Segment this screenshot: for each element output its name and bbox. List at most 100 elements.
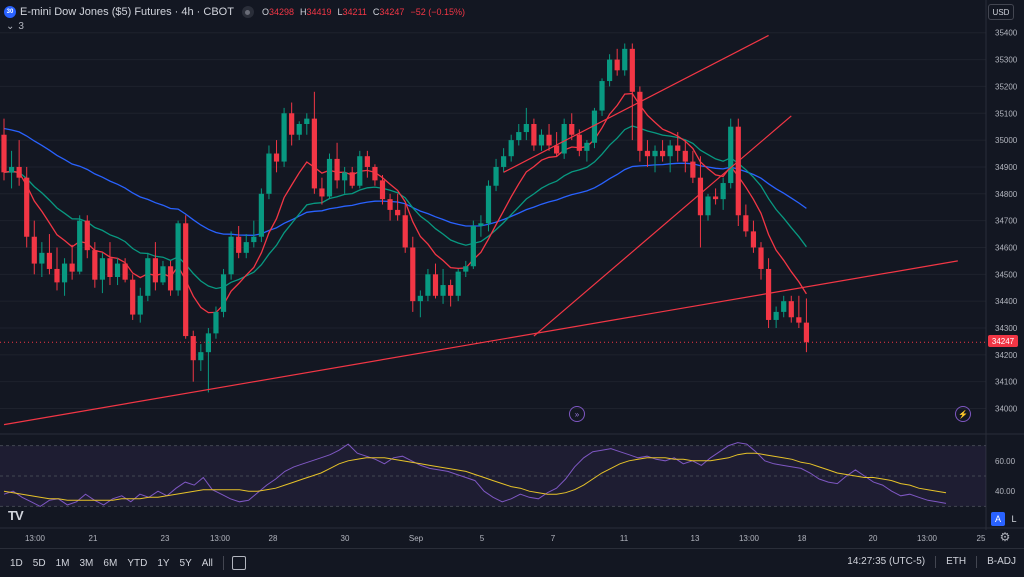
candle (46, 234, 53, 275)
price-tick-label: 34900 (995, 163, 1018, 172)
candle (281, 107, 287, 167)
price-tick-label: 34600 (995, 243, 1018, 252)
adjustment-toggle[interactable]: B-ADJ (987, 556, 1016, 567)
candle (455, 268, 461, 302)
toolbar-divider (935, 556, 937, 568)
time-tick-label: 13:00 (25, 534, 46, 543)
candle-body (425, 274, 431, 296)
candle (523, 107, 529, 141)
range-1d[interactable]: 1D (10, 557, 23, 569)
price-tick-label: 35000 (995, 136, 1018, 145)
candle-body (54, 268, 60, 283)
candle (289, 102, 295, 146)
candle-body (478, 223, 484, 226)
candle-body (281, 113, 287, 162)
auto-scale-button[interactable]: A (991, 512, 1005, 526)
rsi-line (3, 442, 947, 507)
candle (773, 306, 779, 328)
range-3m[interactable]: 3M (79, 557, 94, 569)
candle (743, 204, 749, 237)
candle (432, 263, 439, 299)
candle (690, 150, 696, 184)
jump-to-bar-icon[interactable]: » (569, 406, 585, 422)
candle-body (743, 215, 749, 232)
candle-body (1, 134, 7, 173)
candle (788, 295, 794, 323)
candle-body (228, 236, 234, 275)
range-ytd[interactable]: YTD (127, 557, 148, 569)
candle-body (334, 158, 340, 181)
candle-body (205, 333, 211, 353)
range-6m[interactable]: 6M (103, 557, 118, 569)
candle-body (145, 258, 151, 296)
candle (607, 54, 613, 87)
candle (213, 306, 219, 339)
candle (705, 193, 711, 221)
lightning-icon[interactable]: ⚡ (955, 406, 971, 422)
calendar-icon[interactable] (231, 556, 246, 570)
candle-body (622, 48, 628, 71)
time-tick-label: 5 (480, 534, 485, 543)
currency-button[interactable]: USD (988, 4, 1014, 20)
candle-body (607, 59, 613, 82)
candle-body (599, 81, 605, 111)
time-tick-label: 13:00 (739, 534, 760, 543)
candle-body (675, 145, 681, 151)
time-tick-label: 18 (798, 534, 807, 543)
tradingview-logo[interactable]: TV (8, 508, 24, 523)
time-tick-label: 20 (869, 534, 878, 543)
candle (735, 118, 741, 226)
candle (584, 140, 590, 162)
range-1y[interactable]: 1Y (157, 557, 170, 569)
close-value: 34247 (379, 7, 405, 17)
candle (16, 140, 22, 186)
candle (531, 118, 537, 151)
ohlc-close: C34247 (373, 7, 405, 17)
chart-canvas[interactable]: 35400 35300 35200 35100 35000 34900 34800 34700… (0, 0, 1024, 548)
candle-body (697, 177, 704, 216)
candle (122, 258, 128, 283)
candle (8, 150, 15, 189)
candle (697, 156, 704, 248)
indicators-toggle[interactable]: ⌄ 3 (6, 21, 24, 32)
candle-body (803, 322, 810, 343)
range-1m[interactable]: 1M (55, 557, 70, 569)
candle-body (402, 215, 408, 248)
candle-body (463, 266, 469, 272)
candle (364, 150, 370, 178)
candle (145, 252, 151, 302)
trendline (3, 260, 958, 426)
trendline (533, 115, 792, 337)
log-scale-button[interactable]: L (1011, 514, 1017, 524)
symbol-title[interactable]: E-mini Dow Jones ($5) Futures · 4h · CBO… (20, 6, 234, 18)
market-status-icon[interactable] (241, 6, 254, 18)
candle (99, 252, 106, 294)
price-tick-label: 34800 (995, 190, 1018, 199)
gear-icon[interactable]: ⚙ (999, 530, 1011, 544)
candle-body (31, 236, 37, 264)
range-all[interactable]: All (201, 557, 213, 569)
clock-time[interactable]: 14:27:35 (UTC-5) (847, 556, 926, 567)
session-toggle[interactable]: ETH (946, 556, 967, 567)
candle-body (448, 285, 454, 296)
candle (167, 260, 174, 296)
indicator-count: 3 (18, 21, 24, 32)
price-tick-label: 34300 (995, 324, 1018, 333)
candle (61, 258, 68, 296)
candle (417, 290, 423, 318)
candle-body (24, 177, 30, 237)
candle (402, 204, 408, 253)
time-tick-label: 13:00 (210, 534, 231, 543)
candle (84, 215, 90, 259)
candle (440, 268, 446, 304)
range-5y[interactable]: 5Y (179, 557, 192, 569)
candle (758, 242, 764, 280)
symbol-badge[interactable]: 30 (4, 6, 16, 18)
candle-body (379, 180, 386, 200)
candle-body (728, 126, 734, 184)
candle (712, 188, 719, 205)
range-5d[interactable]: 5D (32, 557, 46, 569)
candle-body (750, 231, 757, 248)
candle-body (92, 250, 98, 280)
ohlc-high: H34419 (300, 7, 332, 17)
